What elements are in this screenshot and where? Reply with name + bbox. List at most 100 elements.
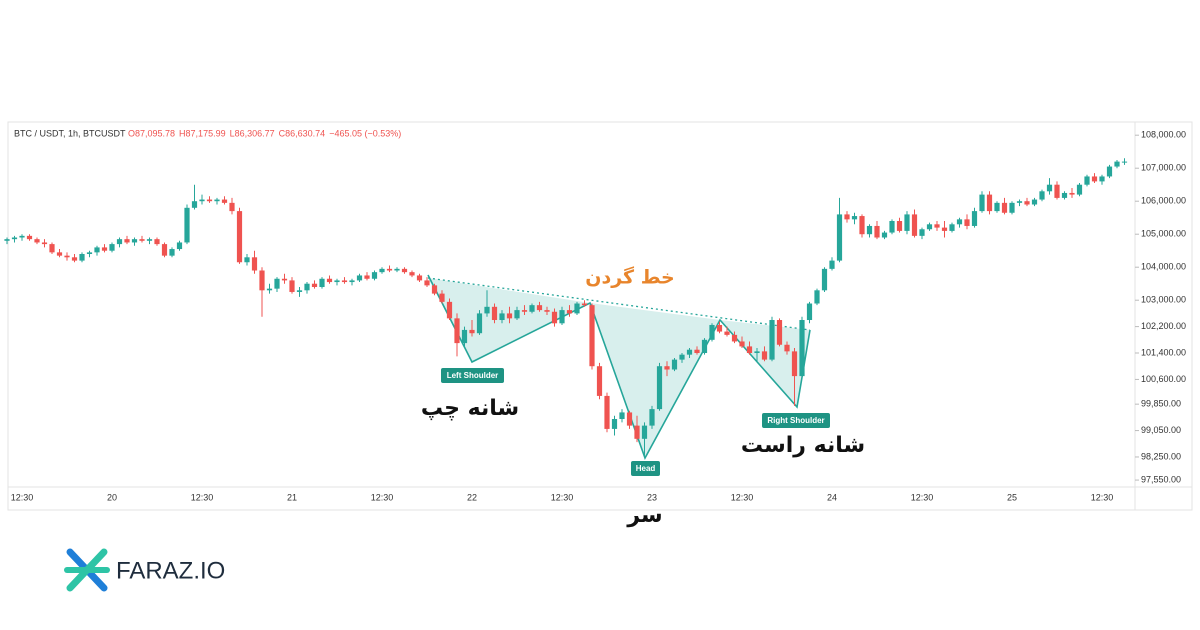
- candle-body: [769, 320, 775, 360]
- ohlc-value: C86,630.74: [279, 128, 326, 138]
- candle-body: [101, 247, 108, 251]
- candle-body: [964, 219, 970, 226]
- candle-body: [499, 313, 505, 321]
- candle-body: [176, 242, 183, 250]
- candle-body: [626, 412, 633, 426]
- candle-body: [19, 235, 25, 238]
- candle-body: [559, 310, 565, 324]
- candle-body: [386, 268, 393, 271]
- candle-body: [409, 272, 415, 276]
- pattern-line: [427, 274, 811, 460]
- candle-body: [926, 224, 933, 230]
- candle-body: [334, 280, 340, 283]
- candle-body: [791, 351, 798, 377]
- candle-body: [656, 366, 663, 410]
- candle-body: [746, 346, 753, 354]
- candle-body: [296, 290, 303, 292]
- candle-body: [814, 290, 820, 304]
- candle-body: [1106, 166, 1113, 177]
- head-label: سر: [626, 503, 662, 528]
- candle-body: [1076, 184, 1083, 195]
- logo-icon: [64, 548, 110, 592]
- candle-body: [431, 285, 438, 294]
- candle-body: [994, 202, 1000, 212]
- candle-body: [304, 283, 310, 291]
- candle-body: [11, 237, 18, 240]
- candle-body: [514, 310, 520, 319]
- candle-body: [394, 268, 400, 271]
- candle-body: [851, 216, 858, 220]
- candle-body: [664, 366, 670, 370]
- candle-body: [709, 324, 715, 340]
- candle-body: [544, 310, 550, 312]
- candle-body: [259, 270, 265, 291]
- candle-body: [379, 268, 385, 273]
- candle-body: [1031, 199, 1038, 205]
- candle-body: [206, 199, 213, 202]
- candle-body: [154, 239, 160, 245]
- candle-body: [289, 280, 295, 292]
- candle-body: [41, 242, 48, 245]
- candle-body: [521, 310, 528, 312]
- candle-body: [191, 201, 198, 208]
- head-tag-box: [631, 461, 660, 476]
- candle-body: [371, 272, 378, 279]
- right-shoulder-tag-box: [762, 413, 830, 428]
- y-tick-label: 108,000.00: [1141, 130, 1186, 140]
- ohlc-value: −465.05 (−0.53%): [329, 128, 401, 138]
- candle-body: [79, 254, 85, 261]
- candle-body: [461, 329, 468, 344]
- candle-body: [266, 288, 273, 291]
- candle-body: [311, 283, 318, 288]
- candle-body: [611, 419, 618, 429]
- logo-text: FARAZ.IO: [116, 557, 225, 584]
- candle-body: [686, 349, 693, 355]
- candle-body: [986, 194, 993, 212]
- candle-body: [491, 306, 498, 321]
- candle-body: [634, 425, 640, 439]
- candle-body: [904, 214, 910, 231]
- x-tick-label: 25: [1007, 492, 1017, 502]
- candle-body: [364, 275, 370, 279]
- candle-body: [866, 225, 873, 235]
- candle-body: [829, 260, 835, 269]
- candle-body: [934, 224, 940, 228]
- ohlc-value: L86,306.77: [230, 128, 275, 138]
- head-tag: Head: [636, 464, 656, 473]
- candle-body: [221, 199, 228, 203]
- candle-body: [484, 306, 490, 314]
- candle-body: [446, 301, 453, 319]
- candle-body: [251, 257, 258, 271]
- candle-body: [1114, 161, 1120, 167]
- candle-body: [956, 219, 963, 225]
- candle-body: [551, 311, 558, 324]
- candle-body: [64, 255, 70, 258]
- candle-body: [649, 409, 655, 426]
- candle-body: [131, 239, 138, 243]
- candle-body: [566, 310, 573, 314]
- candle-body: [26, 235, 33, 240]
- x-tick-label: 12:30: [191, 492, 214, 502]
- candle-body: [1121, 161, 1128, 163]
- candle-body: [4, 239, 10, 241]
- y-tick-label: 103,000.00: [1141, 295, 1186, 305]
- candle-body: [836, 214, 843, 261]
- candle-body: [1054, 184, 1060, 198]
- candle-body: [199, 199, 205, 202]
- ohlc-legend: O87,095.78 H87,175.99 L86,306.77 C86,630.74…: [128, 128, 401, 138]
- candle-body: [1009, 202, 1015, 213]
- candle-body: [1061, 192, 1068, 198]
- candle-body: [581, 303, 588, 306]
- candle-body: [184, 207, 190, 243]
- candle-body: [1069, 192, 1075, 195]
- candle-body: [476, 313, 483, 334]
- x-tick-label: 12:30: [371, 492, 394, 502]
- candle-body: [679, 354, 685, 360]
- candle-body: [979, 194, 985, 212]
- candle-body: [604, 395, 610, 429]
- candle-body: [859, 216, 865, 235]
- y-tick-label: 100,600.00: [1141, 374, 1186, 384]
- x-tick-label: 23: [647, 492, 657, 502]
- neckline-label: خط گردن: [585, 266, 675, 289]
